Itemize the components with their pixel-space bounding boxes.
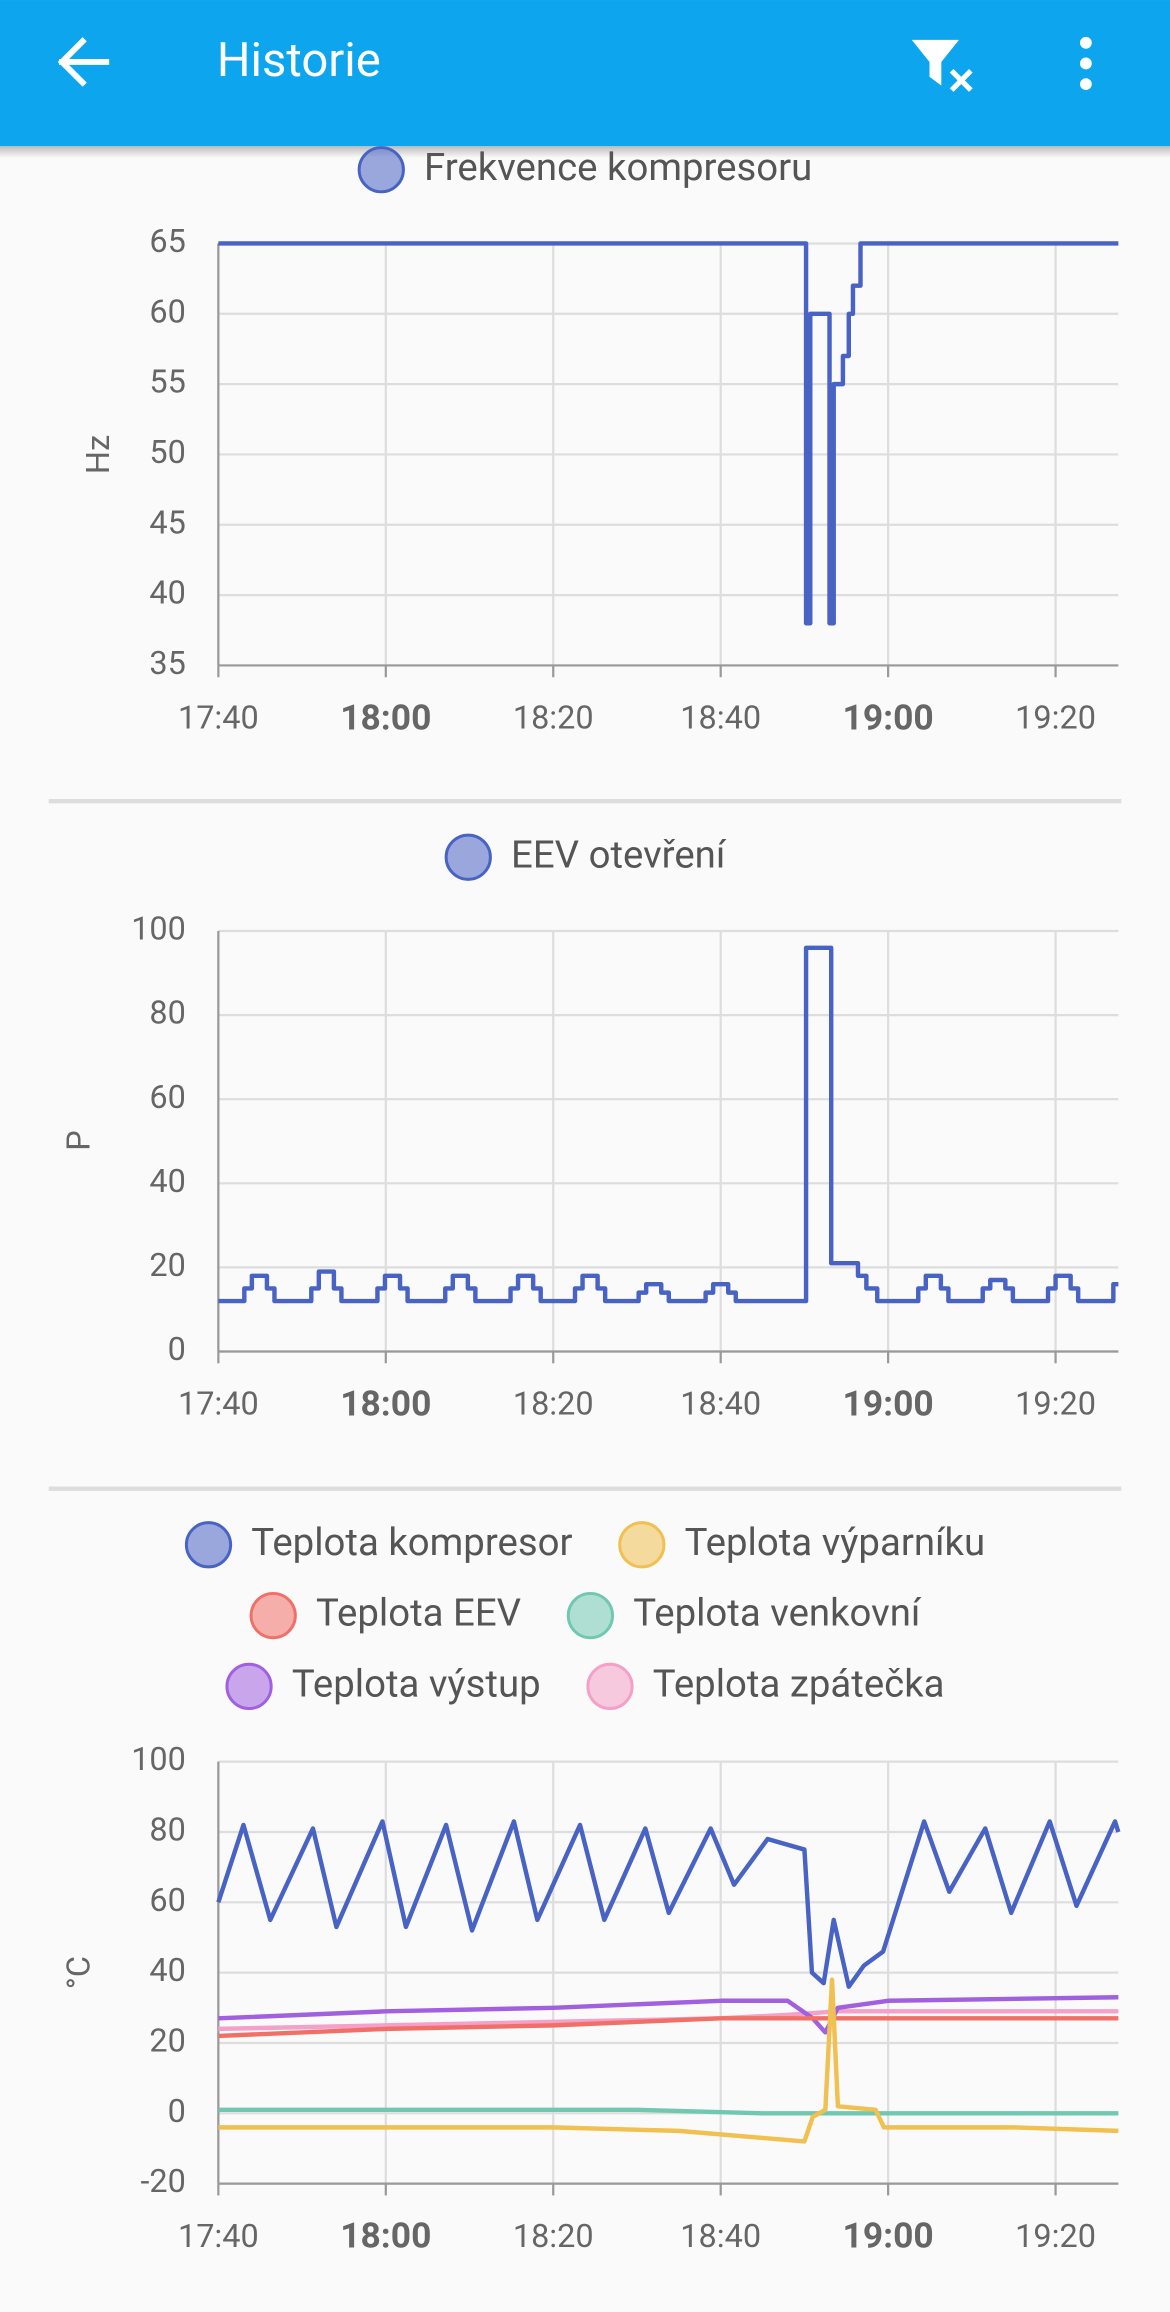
y-tick-label: 65 (149, 222, 185, 260)
legend-item: Frekvence kompresoru (357, 145, 812, 194)
legend-item: Teplota zpátečka (586, 1662, 945, 1711)
x-tick-label: 19:00 (843, 2215, 934, 2257)
legend-label: Frekvence kompresoru (424, 145, 812, 190)
legend-swatch (566, 1591, 615, 1640)
y-tick-label: 100 (131, 1740, 186, 1778)
legend-swatch (357, 146, 405, 194)
legend-label: Teplota venkovní (633, 1591, 922, 1636)
series-line (218, 1995, 1119, 2035)
x-tick-label: 19:20 (1015, 699, 1096, 737)
legend-swatch (184, 1521, 233, 1569)
y-tick-label: 35 (149, 644, 185, 682)
x-tick-label: 19:00 (843, 1382, 934, 1424)
more-menu-button[interactable] (1080, 36, 1092, 91)
x-tick-label: 18:40 (680, 699, 761, 737)
x-tick-label: 18:00 (340, 1382, 431, 1424)
legend-row: Frekvence kompresoru (357, 145, 812, 194)
y-axis-label: P (60, 1130, 98, 1150)
series-line (218, 241, 1119, 626)
x-tick-label: 18:40 (680, 2217, 761, 2255)
series-line (216, 1819, 1121, 1989)
series-line (218, 1977, 1119, 2144)
y-tick-label: 0 (168, 2092, 186, 2130)
x-tick-label: 18:20 (513, 1385, 594, 1423)
legend-label: EEV otevření (511, 832, 727, 877)
legend-item: Teplota venkovní (566, 1591, 922, 1640)
y-tick-label: 0 (168, 1330, 186, 1368)
x-tick-label: 17:40 (178, 2217, 259, 2255)
y-tick-label: 100 (131, 910, 186, 948)
x-tick-label: 18:00 (340, 2215, 431, 2257)
legend-row: EEV otevření (444, 832, 727, 881)
legend-swatch (586, 1662, 634, 1711)
y-tick-label: 40 (149, 574, 185, 612)
legend-label: Teplota výstup (292, 1662, 541, 1707)
legend-label: Teplota zpátečka (653, 1662, 945, 1707)
legend-swatch (249, 1591, 297, 1640)
app-bar-title: Historie (217, 32, 381, 88)
x-tick-label: 17:40 (178, 1385, 259, 1423)
back-button[interactable] (57, 37, 110, 87)
x-tick-label: 18:20 (513, 2217, 594, 2255)
legend-row: Teplota kompresor Teplota výparníku (184, 1520, 985, 1569)
y-tick-label: 55 (149, 363, 185, 401)
y-tick-label: 60 (149, 292, 185, 330)
legend-item: Teplota kompresor (184, 1520, 573, 1569)
legend-item: Teplota výparníku (618, 1520, 985, 1569)
y-tick-label: 50 (149, 433, 185, 471)
y-tick-label: 20 (149, 2022, 185, 2060)
y-tick-label: 80 (149, 1811, 185, 1849)
legend-item: EEV otevření (444, 832, 727, 881)
x-tick-label: 18:20 (513, 699, 594, 737)
x-tick-label: 19:20 (1015, 2217, 1096, 2255)
y-tick-label: -20 (140, 2162, 185, 2200)
series-line (218, 2016, 1119, 2039)
series-line (218, 2107, 1119, 2116)
legend-swatch (444, 833, 492, 881)
y-axis-label: °C (60, 1956, 98, 1989)
app-bar (0, 0, 1170, 147)
filter-clear-button[interactable] (911, 39, 973, 92)
legend-row: Teplota výstup Teplota zpátečka (225, 1662, 945, 1711)
legend-item: Teplota výstup (225, 1662, 541, 1711)
legend-label: Teplota EEV (316, 1591, 521, 1636)
y-tick-label: 40 (149, 1162, 185, 1200)
legend-label: Teplota kompresor (251, 1520, 572, 1565)
x-tick-label: 17:40 (178, 699, 259, 737)
y-tick-label: 40 (149, 1951, 185, 1989)
app-bar-shadow (0, 146, 1170, 158)
y-tick-label: 80 (149, 994, 185, 1032)
y-axis-label: Hz (79, 435, 117, 474)
y-tick-label: 60 (149, 1078, 185, 1116)
x-tick-label: 18:40 (680, 1385, 761, 1423)
x-tick-label: 18:00 (340, 696, 431, 738)
x-tick-label: 19:20 (1015, 1385, 1096, 1423)
series-line (218, 945, 1119, 1304)
legend-item: Teplota EEV (249, 1591, 521, 1640)
legend-swatch (618, 1521, 666, 1569)
y-tick-label: 45 (149, 503, 185, 541)
legend-row: Teplota EEV Teplota venkovní (249, 1591, 922, 1640)
x-tick-label: 19:00 (843, 696, 934, 738)
legend-label: Teplota výparníku (685, 1520, 985, 1565)
legend-swatch (225, 1662, 273, 1711)
y-tick-label: 20 (149, 1246, 185, 1284)
y-tick-label: 60 (149, 1881, 185, 1919)
